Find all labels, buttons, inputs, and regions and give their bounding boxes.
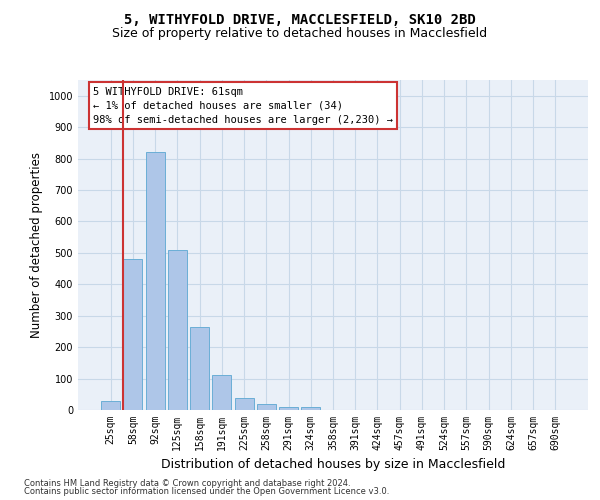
Text: Contains public sector information licensed under the Open Government Licence v3: Contains public sector information licen…: [24, 487, 389, 496]
Bar: [168, 250, 187, 410]
Bar: [235, 398, 254, 410]
Bar: [212, 376, 231, 410]
Bar: [101, 400, 120, 410]
Text: Contains HM Land Registry data © Crown copyright and database right 2024.: Contains HM Land Registry data © Crown c…: [24, 478, 350, 488]
Text: 5, WITHYFOLD DRIVE, MACCLESFIELD, SK10 2BD: 5, WITHYFOLD DRIVE, MACCLESFIELD, SK10 2…: [124, 12, 476, 26]
Bar: [301, 407, 320, 410]
Bar: [146, 152, 164, 410]
Bar: [190, 326, 209, 410]
Text: 5 WITHYFOLD DRIVE: 61sqm
← 1% of detached houses are smaller (34)
98% of semi-de: 5 WITHYFOLD DRIVE: 61sqm ← 1% of detache…: [94, 86, 394, 124]
Text: Size of property relative to detached houses in Macclesfield: Size of property relative to detached ho…: [112, 28, 488, 40]
Y-axis label: Number of detached properties: Number of detached properties: [30, 152, 43, 338]
X-axis label: Distribution of detached houses by size in Macclesfield: Distribution of detached houses by size …: [161, 458, 505, 471]
Bar: [124, 259, 142, 410]
Bar: [257, 404, 276, 410]
Bar: [279, 407, 298, 410]
